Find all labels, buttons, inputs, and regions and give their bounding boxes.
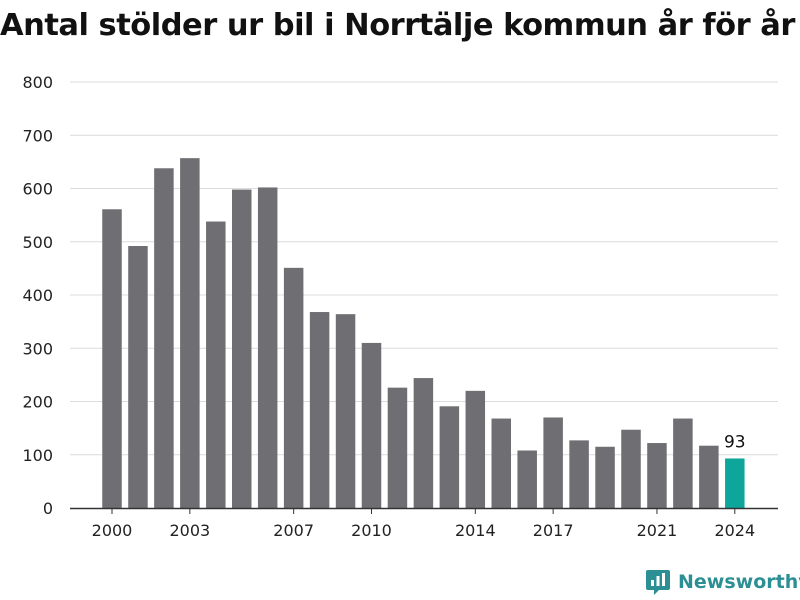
bar-2022 bbox=[673, 418, 693, 508]
bar-2023 bbox=[699, 445, 719, 508]
bar-2011 bbox=[387, 387, 408, 508]
x-tick-label: 2010 bbox=[351, 521, 392, 540]
y-axis-ticks: 0 100 200 300 400 500 600 700 800 bbox=[22, 73, 53, 518]
data-label-2024: 93 bbox=[724, 432, 746, 452]
bar-2021 bbox=[647, 443, 667, 508]
bar-2012 bbox=[413, 378, 434, 508]
bar-2006 bbox=[257, 187, 278, 508]
x-axis-ticks: 2000 2003 2007 2010 2014 2017 2021 2024 bbox=[92, 508, 755, 540]
bar-2014 bbox=[465, 390, 486, 508]
y-tick-label: 100 bbox=[22, 446, 53, 465]
bar-2002 bbox=[154, 168, 174, 508]
bar-2013 bbox=[439, 406, 460, 508]
bar-2010 bbox=[361, 342, 382, 508]
y-tick-label: 500 bbox=[22, 233, 53, 252]
y-tick-label: 0 bbox=[43, 499, 53, 518]
bar-2018 bbox=[569, 440, 589, 508]
chart-title: Antal stölder ur bil i Norrtälje kommun … bbox=[0, 8, 795, 43]
bar-2019 bbox=[595, 446, 615, 508]
bar-2003 bbox=[180, 158, 200, 508]
bar-2024 bbox=[725, 458, 745, 508]
bar-2001 bbox=[128, 246, 148, 508]
bar-2004 bbox=[206, 221, 226, 508]
y-tick-label: 300 bbox=[22, 339, 53, 358]
y-tick-label: 800 bbox=[22, 73, 53, 92]
x-tick-label: 2003 bbox=[169, 521, 210, 540]
newsworthy-logo-icon bbox=[646, 570, 670, 595]
x-tick-label: 2007 bbox=[273, 521, 314, 540]
y-tick-label: 200 bbox=[22, 393, 53, 412]
bar-2007 bbox=[283, 267, 304, 508]
x-tick-label: 2021 bbox=[637, 521, 678, 540]
y-tick-label: 600 bbox=[22, 180, 53, 199]
x-tick-label: 2017 bbox=[533, 521, 574, 540]
y-tick-label: 400 bbox=[22, 286, 53, 305]
bar-2009 bbox=[335, 314, 356, 508]
bar-2016 bbox=[517, 450, 537, 508]
bar-2015 bbox=[491, 418, 511, 508]
bar-2017 bbox=[543, 417, 563, 508]
x-tick-label: 2024 bbox=[714, 521, 755, 540]
bar-2000 bbox=[102, 209, 122, 508]
x-tick-label: 2014 bbox=[455, 521, 496, 540]
bar-2020 bbox=[621, 429, 641, 508]
brand-name: Newsworthy bbox=[678, 571, 800, 593]
bar-2008 bbox=[309, 312, 330, 508]
bars bbox=[102, 158, 745, 508]
y-tick-label: 700 bbox=[22, 126, 53, 145]
brand: Newsworthy bbox=[645, 568, 800, 596]
x-tick-label: 2000 bbox=[92, 521, 133, 540]
data-labels: 93 bbox=[724, 432, 746, 452]
bar-2005 bbox=[232, 189, 252, 508]
